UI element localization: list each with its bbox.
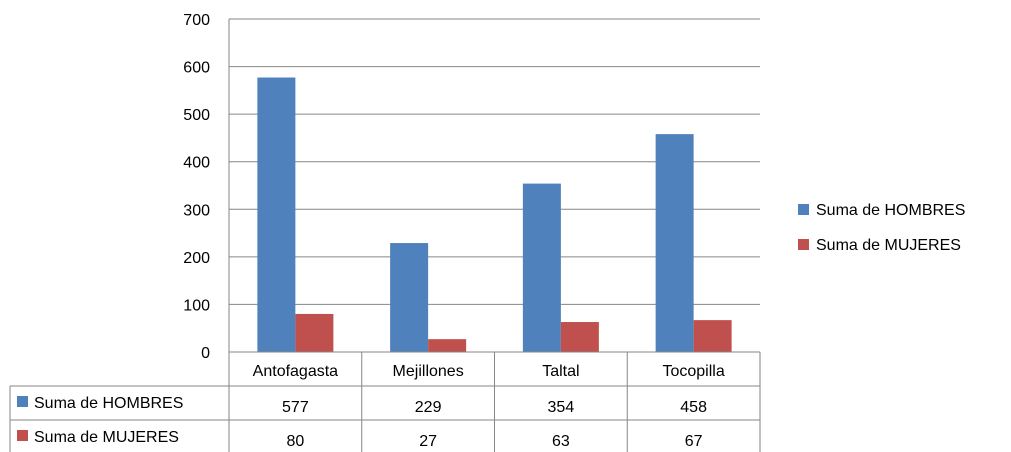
legend-label: Suma de MUJERES: [816, 237, 961, 254]
table-value: 577: [282, 399, 309, 416]
table-value: 80: [286, 433, 304, 450]
bar-suma-de-mujeres-tocopilla: [693, 320, 732, 352]
bar-suma-de-hombres-antofagasta: [257, 77, 296, 353]
y-tick-label: 0: [201, 345, 210, 362]
bars: [257, 77, 732, 353]
bar-suma-de-hombres-taltal: [522, 183, 561, 352]
table-value: 67: [685, 433, 703, 450]
y-tick-label: 500: [183, 107, 210, 124]
y-tick-label: 700: [183, 12, 210, 29]
table-legend-key: [17, 396, 28, 407]
table-series-label: Suma de HOMBRES: [34, 395, 183, 412]
table-value: 229: [415, 399, 442, 416]
bar-suma-de-mujeres-antofagasta: [295, 313, 334, 352]
bar-suma-de-mujeres-mejillones: [428, 339, 467, 352]
table-series-label: Suma de MUJERES: [34, 429, 179, 446]
y-tick-label: 400: [183, 155, 210, 172]
table-value: 63: [552, 433, 570, 450]
x-tick-label: Taltal: [542, 363, 579, 380]
x-tick-label: Mejillones: [393, 363, 464, 380]
x-tick-label: Tocopilla: [662, 363, 724, 380]
data-table: Antofagasta Mejillones Taltal Tocopilla Suma…: [9, 351, 761, 452]
bar-suma-de-mujeres-taltal: [560, 322, 599, 352]
table-value: 27: [419, 433, 437, 450]
y-tick-label: 600: [183, 60, 210, 77]
legend-label: Suma de HOMBRES: [816, 202, 965, 219]
y-tick-label: 100: [183, 297, 210, 314]
y-tick-label: 200: [183, 250, 210, 267]
table-legend-key: [17, 430, 28, 441]
bar-suma-de-hombres-mejillones: [390, 243, 429, 352]
y-tick-label: 300: [183, 202, 210, 219]
table-value: 458: [680, 399, 707, 416]
legend-key: [798, 204, 809, 215]
y-axis-ticks: 0 100 200 300 400 500 600 700: [183, 12, 210, 362]
table-value: 354: [548, 399, 575, 416]
legend: Suma de HOMBRES Suma de MUJERES: [798, 202, 965, 254]
x-tick-label: Antofagasta: [253, 363, 339, 380]
gridlines: [229, 18, 760, 305]
legend-key: [798, 239, 809, 250]
bar-suma-de-hombres-tocopilla: [655, 134, 694, 352]
